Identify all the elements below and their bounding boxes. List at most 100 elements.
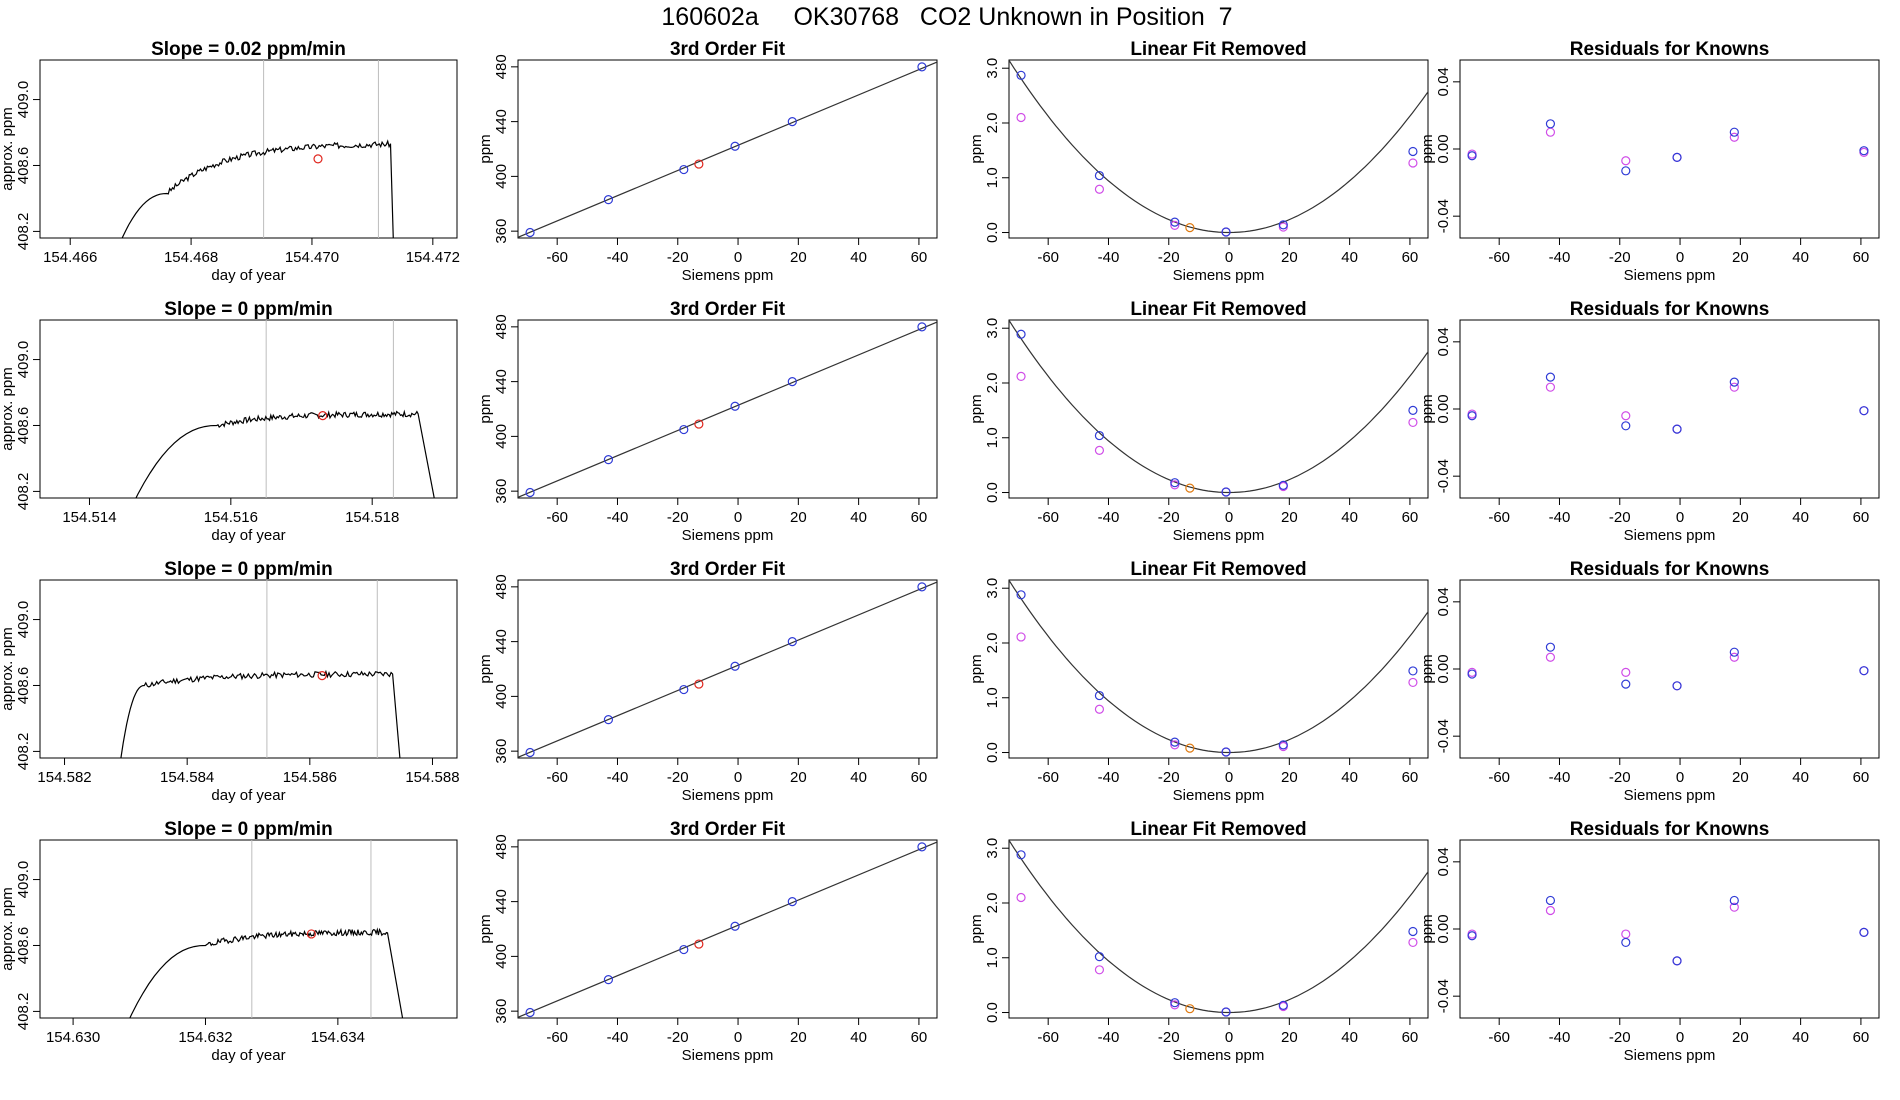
data-point-blue: [1094, 690, 1105, 701]
data-point-magenta: [1545, 905, 1556, 916]
x-tick-label: -20: [667, 769, 689, 786]
x-tick-label: -20: [1609, 769, 1631, 786]
y-axis-label: approx. ppm: [0, 887, 16, 970]
fit-curve: [1009, 840, 1428, 1014]
x-tick-label: 0: [1225, 769, 1233, 786]
data-point-blue: [1545, 895, 1556, 906]
y-axis-label: ppm: [1419, 394, 1436, 423]
x-tick-label: -40: [607, 249, 629, 266]
panel-3-2: Linear Fit Removed -60 -40 -20 0 20 40 60 0.0 1.0…: [968, 819, 1429, 1064]
unknown-point: [694, 159, 704, 169]
y-tick-label: 408.6: [15, 927, 32, 965]
y-tick-label: 440: [493, 629, 510, 654]
data-point-magenta: [1545, 652, 1556, 662]
y-axis-label: ppm: [968, 654, 985, 683]
x-tick-label: 154.472: [406, 249, 460, 266]
data-point-magenta: [1016, 892, 1026, 903]
y-tick-label: 0.0: [984, 482, 1001, 503]
x-tick-label: -20: [667, 249, 689, 266]
x-tick-label: 0: [734, 249, 742, 266]
data-point-blue: [1221, 1007, 1231, 1017]
y-tick-label: 0.04: [1435, 587, 1452, 616]
y-tick-label: -0.04: [1435, 199, 1452, 233]
y-tick-label: 408.6: [15, 147, 32, 185]
plot-data: [1009, 320, 1428, 497]
y-tick-label: 408.6: [15, 407, 32, 445]
data-point-blue: [1545, 642, 1556, 652]
x-tick-label: 154.582: [37, 769, 91, 786]
data-point: [525, 1007, 535, 1018]
x-axis-label: Siemens ppm: [1173, 1047, 1265, 1064]
x-tick-label: -60: [1488, 249, 1510, 266]
panel-title: 3rd Order Fit: [670, 819, 786, 840]
y-axis-label: ppm: [1419, 654, 1436, 683]
panel-grid: Slope = 0.02 ppm/min 154.466 154.468 154.47…: [0, 39, 1880, 1064]
x-axis-label: Siemens ppm: [1624, 1047, 1716, 1064]
x-tick-label: 40: [850, 509, 867, 526]
data-point-magenta: [1729, 652, 1739, 662]
y-tick-label: 360: [493, 219, 510, 244]
y-tick-label: -0.04: [1435, 459, 1452, 493]
x-tick-label: 154.468: [164, 249, 218, 266]
x-tick-label: 60: [1853, 769, 1870, 786]
data-point: [917, 582, 927, 592]
data-point-magenta: [1408, 677, 1418, 688]
y-tick-label: 0.04: [1435, 847, 1452, 876]
unknown-point: [694, 679, 704, 689]
fit-curve: [1009, 580, 1428, 754]
y-tick-label: 3.0: [984, 58, 1001, 79]
panel-title: Linear Fit Removed: [1130, 559, 1306, 580]
x-tick-label: -60: [1037, 509, 1059, 526]
data-point-blue: [1278, 1000, 1288, 1011]
panel-1-2: Linear Fit Removed -60 -40 -20 0 20 40 60 0.0 1.0…: [968, 299, 1429, 544]
panel-0-0: Slope = 0.02 ppm/min 154.466 154.468 154.47…: [0, 39, 460, 284]
x-tick-label: 60: [911, 769, 928, 786]
fit-line: [518, 581, 937, 758]
x-tick-label: -20: [1158, 509, 1180, 526]
x-tick-label: 40: [850, 1029, 867, 1046]
x-axis-label: day of year: [211, 787, 285, 804]
data-point-blue: [1408, 405, 1418, 415]
plot-data: [1467, 372, 1869, 434]
data-point-magenta: [1408, 417, 1418, 428]
x-tick-label: 60: [1402, 1029, 1419, 1046]
y-tick-label: 408.2: [15, 473, 32, 511]
unknown-point: [1185, 483, 1195, 493]
x-tick-label: 20: [790, 249, 807, 266]
panel-title: Slope = 0.02 ppm/min: [151, 39, 346, 60]
data-point-blue: [1729, 377, 1739, 387]
x-tick-label: -40: [1098, 769, 1120, 786]
x-tick-label: 154.588: [405, 769, 459, 786]
x-tick-label: -60: [546, 249, 568, 266]
x-tick-label: 154.466: [43, 249, 97, 266]
data-point: [603, 455, 614, 465]
y-tick-label: 0.00: [1435, 914, 1452, 943]
x-tick-label: 40: [1792, 509, 1809, 526]
y-tick-label: 440: [493, 369, 510, 394]
x-tick-label: -60: [1488, 769, 1510, 786]
x-tick-label: -40: [1549, 509, 1571, 526]
data-point-blue: [1016, 329, 1026, 339]
data-point-magenta: [1408, 937, 1418, 948]
x-tick-label: 0: [1676, 509, 1684, 526]
data-point-blue: [1016, 70, 1026, 80]
data-point-blue: [1094, 170, 1105, 181]
x-tick-label: 40: [850, 249, 867, 266]
x-tick-label: 154.632: [178, 1029, 232, 1046]
data-point: [525, 227, 535, 238]
x-tick-label: 20: [790, 509, 807, 526]
data-point-blue: [1408, 146, 1418, 157]
point-marker: [317, 670, 327, 681]
data-point-magenta: [1545, 382, 1556, 392]
plot-data: [121, 60, 394, 238]
y-axis-label: ppm: [1419, 134, 1436, 163]
panel-3-0: Slope = 0 ppm/min 154.630 154.632 154.634 40…: [0, 819, 458, 1064]
x-tick-label: 0: [734, 769, 742, 786]
x-tick-label: 40: [1341, 509, 1358, 526]
plot-data: [135, 320, 435, 498]
x-axis-label: Siemens ppm: [682, 1047, 774, 1064]
panel-title: Residuals for Knowns: [1570, 559, 1770, 580]
data-point: [917, 322, 927, 332]
data-point-blue: [1221, 227, 1231, 237]
